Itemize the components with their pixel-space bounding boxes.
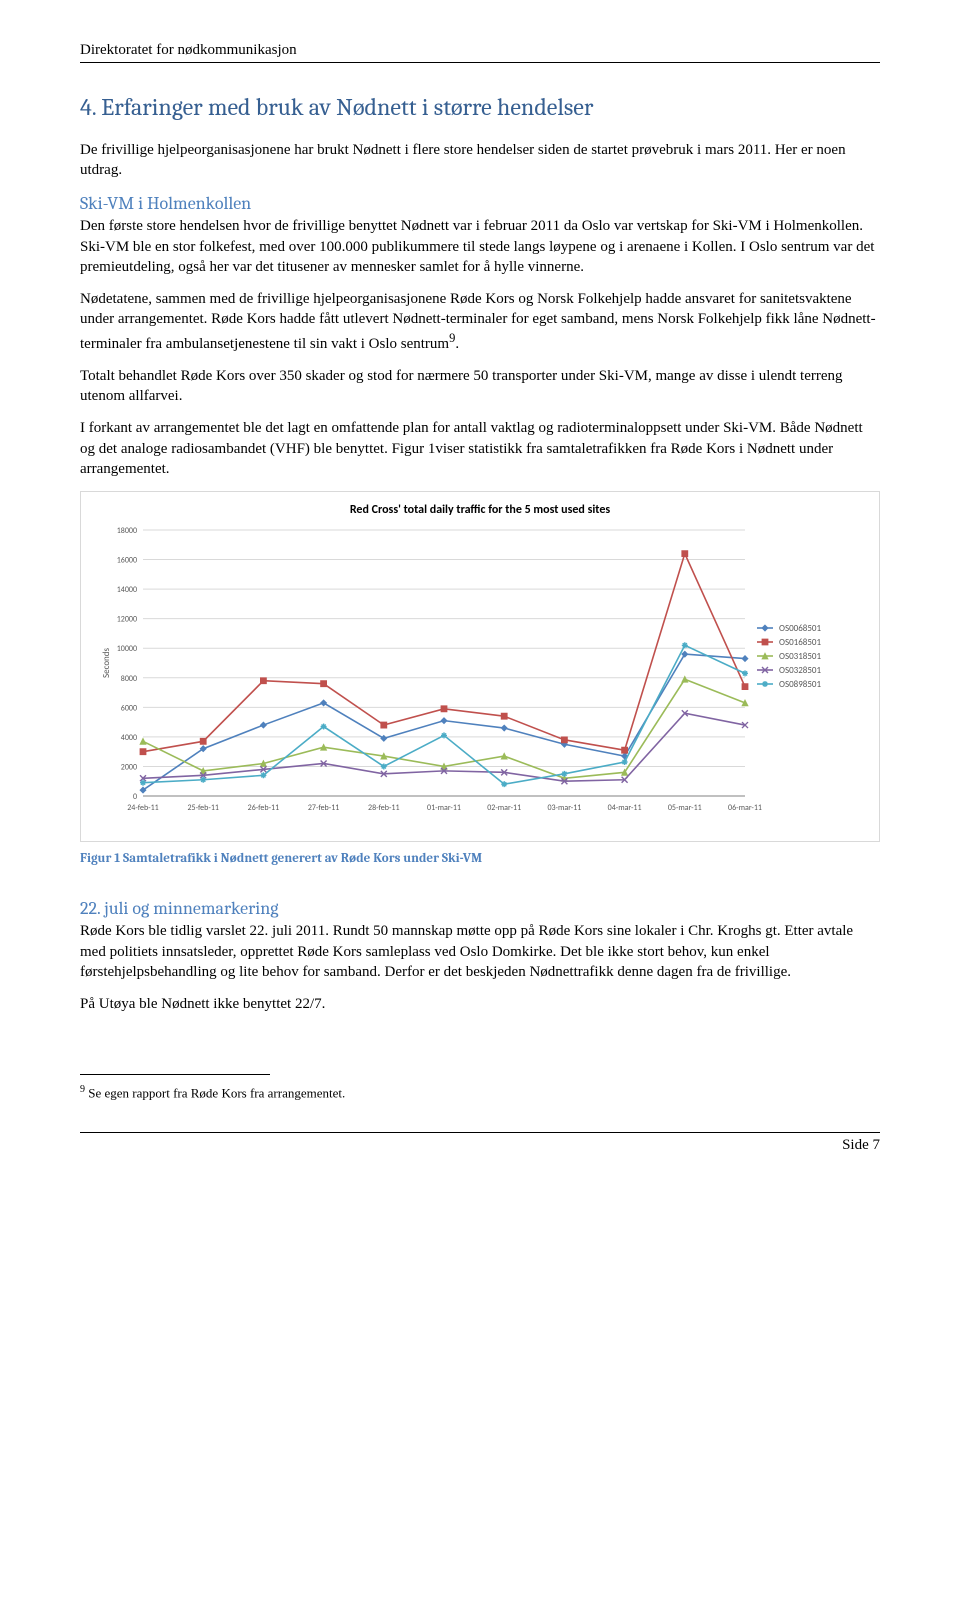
skivm-heading: Ski-VM i Holmenkollen xyxy=(80,192,880,216)
svg-text:0: 0 xyxy=(133,792,137,802)
skivm-p2-after: . xyxy=(455,336,459,352)
svg-text:25-feb-11: 25-feb-11 xyxy=(187,803,218,813)
page-header: Direktoratet for nødkommunikasjon xyxy=(80,40,880,63)
org-name: Direktoratet for nødkommunikasjon xyxy=(80,42,297,58)
skivm-p2: Nødetatene, sammen med de frivillige hje… xyxy=(80,289,880,354)
footnote-9-text: Se egen rapport fra Røde Kors fra arrang… xyxy=(85,1086,345,1101)
figure-1-box: Red Cross' total daily traffic for the 5… xyxy=(80,491,880,841)
skivm-p4: I forkant av arrangementet ble det lagt … xyxy=(80,418,880,479)
svg-text:16000: 16000 xyxy=(117,556,137,566)
svg-text:OS0318501: OS0318501 xyxy=(779,651,821,662)
svg-text:6000: 6000 xyxy=(121,704,137,714)
svg-text:4000: 4000 xyxy=(121,733,137,743)
page-number: Side 7 xyxy=(842,1137,880,1153)
juli-p1: Røde Kors ble tidlig varslet 22. juli 20… xyxy=(80,921,880,982)
svg-text:2000: 2000 xyxy=(121,763,137,773)
svg-text:OS0168501: OS0168501 xyxy=(779,637,821,648)
chart-wrapper: 0 2000 4000 6000 8000 10000 12000 14000 16000 180… xyxy=(95,524,865,830)
chart-title: Red Cross' total daily traffic for the 5… xyxy=(95,502,865,518)
skivm-p1: Den første store hendelsen hvor de frivi… xyxy=(80,216,880,277)
footnote-rule xyxy=(80,1074,270,1075)
page-footer: Side 7 xyxy=(80,1132,880,1155)
svg-text:24-feb-11: 24-feb-11 xyxy=(127,803,158,813)
svg-text:OS0068501: OS0068501 xyxy=(779,623,821,634)
svg-text:26-feb-11: 26-feb-11 xyxy=(248,803,279,813)
svg-text:12000: 12000 xyxy=(117,615,137,625)
footnote-9: 9 Se egen rapport fra Røde Kors fra arra… xyxy=(80,1083,880,1102)
svg-text:05-mar-11: 05-mar-11 xyxy=(668,803,702,813)
svg-text:OS0328501: OS0328501 xyxy=(779,665,821,676)
line-chart: 0 2000 4000 6000 8000 10000 12000 14000 16000 180… xyxy=(95,524,855,824)
svg-text:28-feb-11: 28-feb-11 xyxy=(368,803,399,813)
svg-text:14000: 14000 xyxy=(117,585,137,595)
juli-heading: 22. juli og minnemarkering xyxy=(80,897,880,921)
figure-1-caption: Figur 1 Samtaletrafikk i Nødnett generer… xyxy=(80,850,880,868)
skivm-p3: Totalt behandlet Røde Kors over 350 skad… xyxy=(80,366,880,407)
section-4-intro: De frivillige hjelpeorganisasjonene har … xyxy=(80,140,880,181)
svg-text:Seconds: Seconds xyxy=(101,648,112,679)
svg-text:8000: 8000 xyxy=(121,674,137,684)
svg-text:03-mar-11: 03-mar-11 xyxy=(547,803,581,813)
juli-p2: På Utøya ble Nødnett ikke benyttet 22/7. xyxy=(80,994,880,1014)
svg-text:02-mar-11: 02-mar-11 xyxy=(487,803,521,813)
svg-text:18000: 18000 xyxy=(117,526,137,536)
svg-text:06-mar-11: 06-mar-11 xyxy=(728,803,762,813)
svg-text:01-mar-11: 01-mar-11 xyxy=(427,803,461,813)
svg-text:10000: 10000 xyxy=(117,645,137,655)
section-4-title: 4. Erfaringer med bruk av Nødnett i stør… xyxy=(80,91,880,123)
svg-text:27-feb-11: 27-feb-11 xyxy=(308,803,339,813)
svg-text:04-mar-11: 04-mar-11 xyxy=(608,803,642,813)
skivm-p2-text: Nødetatene, sammen med de frivillige hje… xyxy=(80,291,876,352)
svg-text:OS0898501: OS0898501 xyxy=(779,679,821,690)
